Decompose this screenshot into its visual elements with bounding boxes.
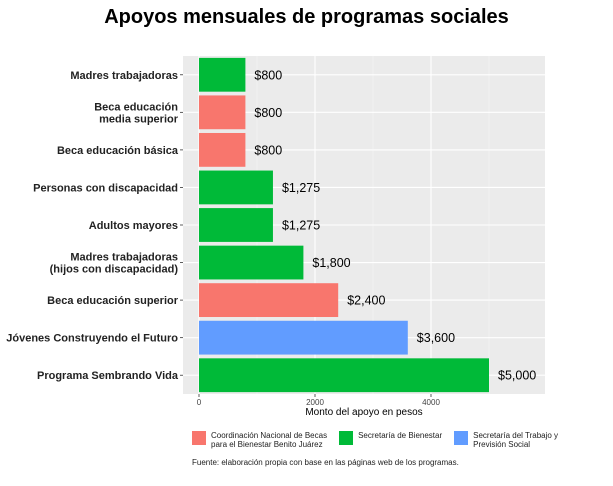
- legend-swatch: [192, 431, 206, 445]
- legend-item: Secretaría de Bienestar: [339, 430, 442, 449]
- legend-swatch: [454, 431, 469, 445]
- x-axis-title: Monto del apoyo en pesos: [305, 407, 422, 418]
- bar: [199, 320, 408, 355]
- legend-swatch: [339, 431, 354, 445]
- bar: [199, 245, 304, 280]
- bars: [199, 57, 489, 393]
- legend-label: Secretaría de Bienestar: [358, 431, 443, 440]
- legend: Coordinación Nacional de Becas para el B…: [192, 430, 558, 449]
- value-label: $800: [254, 106, 282, 120]
- legend-label: Coordinación Nacional de Becas para el B…: [211, 431, 328, 449]
- x-tick-label: 2000: [306, 398, 324, 407]
- x-tick-label: 4000: [422, 398, 440, 407]
- bar: [199, 170, 273, 205]
- value-label: $1,800: [312, 256, 350, 270]
- category-label: Madres trabajadoras: [70, 70, 178, 82]
- bar: [199, 132, 246, 167]
- category-label: Beca educación básica: [57, 145, 179, 157]
- value-labels: $800 $800 $800 $1,275 $1,275 $1,800 $2,400 $3,6…: [254, 68, 536, 382]
- bar: [199, 283, 339, 318]
- bar: [199, 208, 273, 242]
- category-label: Personas con discapacidad: [33, 182, 178, 194]
- value-label: $800: [254, 68, 282, 82]
- category-label: Beca educación media superior: [94, 101, 178, 125]
- legend-item: Secretaría del Trabajo y Previsión Socia…: [454, 430, 558, 449]
- value-label: $3,600: [417, 331, 455, 345]
- bar: [199, 358, 489, 393]
- category-label: Madres trabajadoras (hijos con discapacid…: [50, 252, 179, 276]
- chart-title: Apoyos mensuales de programas sociales: [104, 6, 509, 28]
- category-label: Programa Sembrando Vida: [37, 370, 179, 382]
- x-tick-label: 0: [197, 398, 202, 407]
- value-label: $1,275: [282, 181, 320, 195]
- value-label: $1,275: [282, 219, 320, 233]
- category-labels: Madres trabajadoras Beca educación media s…: [6, 70, 183, 382]
- category-label: Adultos mayores: [89, 220, 178, 232]
- category-label: Jóvenes Construyendo el Futuro: [6, 333, 178, 345]
- source-caption: Fuente: elaboración propia con base en l…: [192, 458, 459, 467]
- value-label: $5,000: [498, 369, 536, 383]
- value-label: $2,400: [347, 294, 385, 308]
- bar: [199, 95, 246, 130]
- value-label: $800: [254, 143, 282, 157]
- bar: [199, 57, 246, 92]
- legend-label: Secretaría del Trabajo y Previsión Socia…: [473, 431, 559, 449]
- legend-item: Coordinación Nacional de Becas para el B…: [192, 430, 327, 449]
- category-label: Beca educación superior: [47, 295, 179, 307]
- x-axis-ticks: 0 2000 4000: [197, 394, 440, 407]
